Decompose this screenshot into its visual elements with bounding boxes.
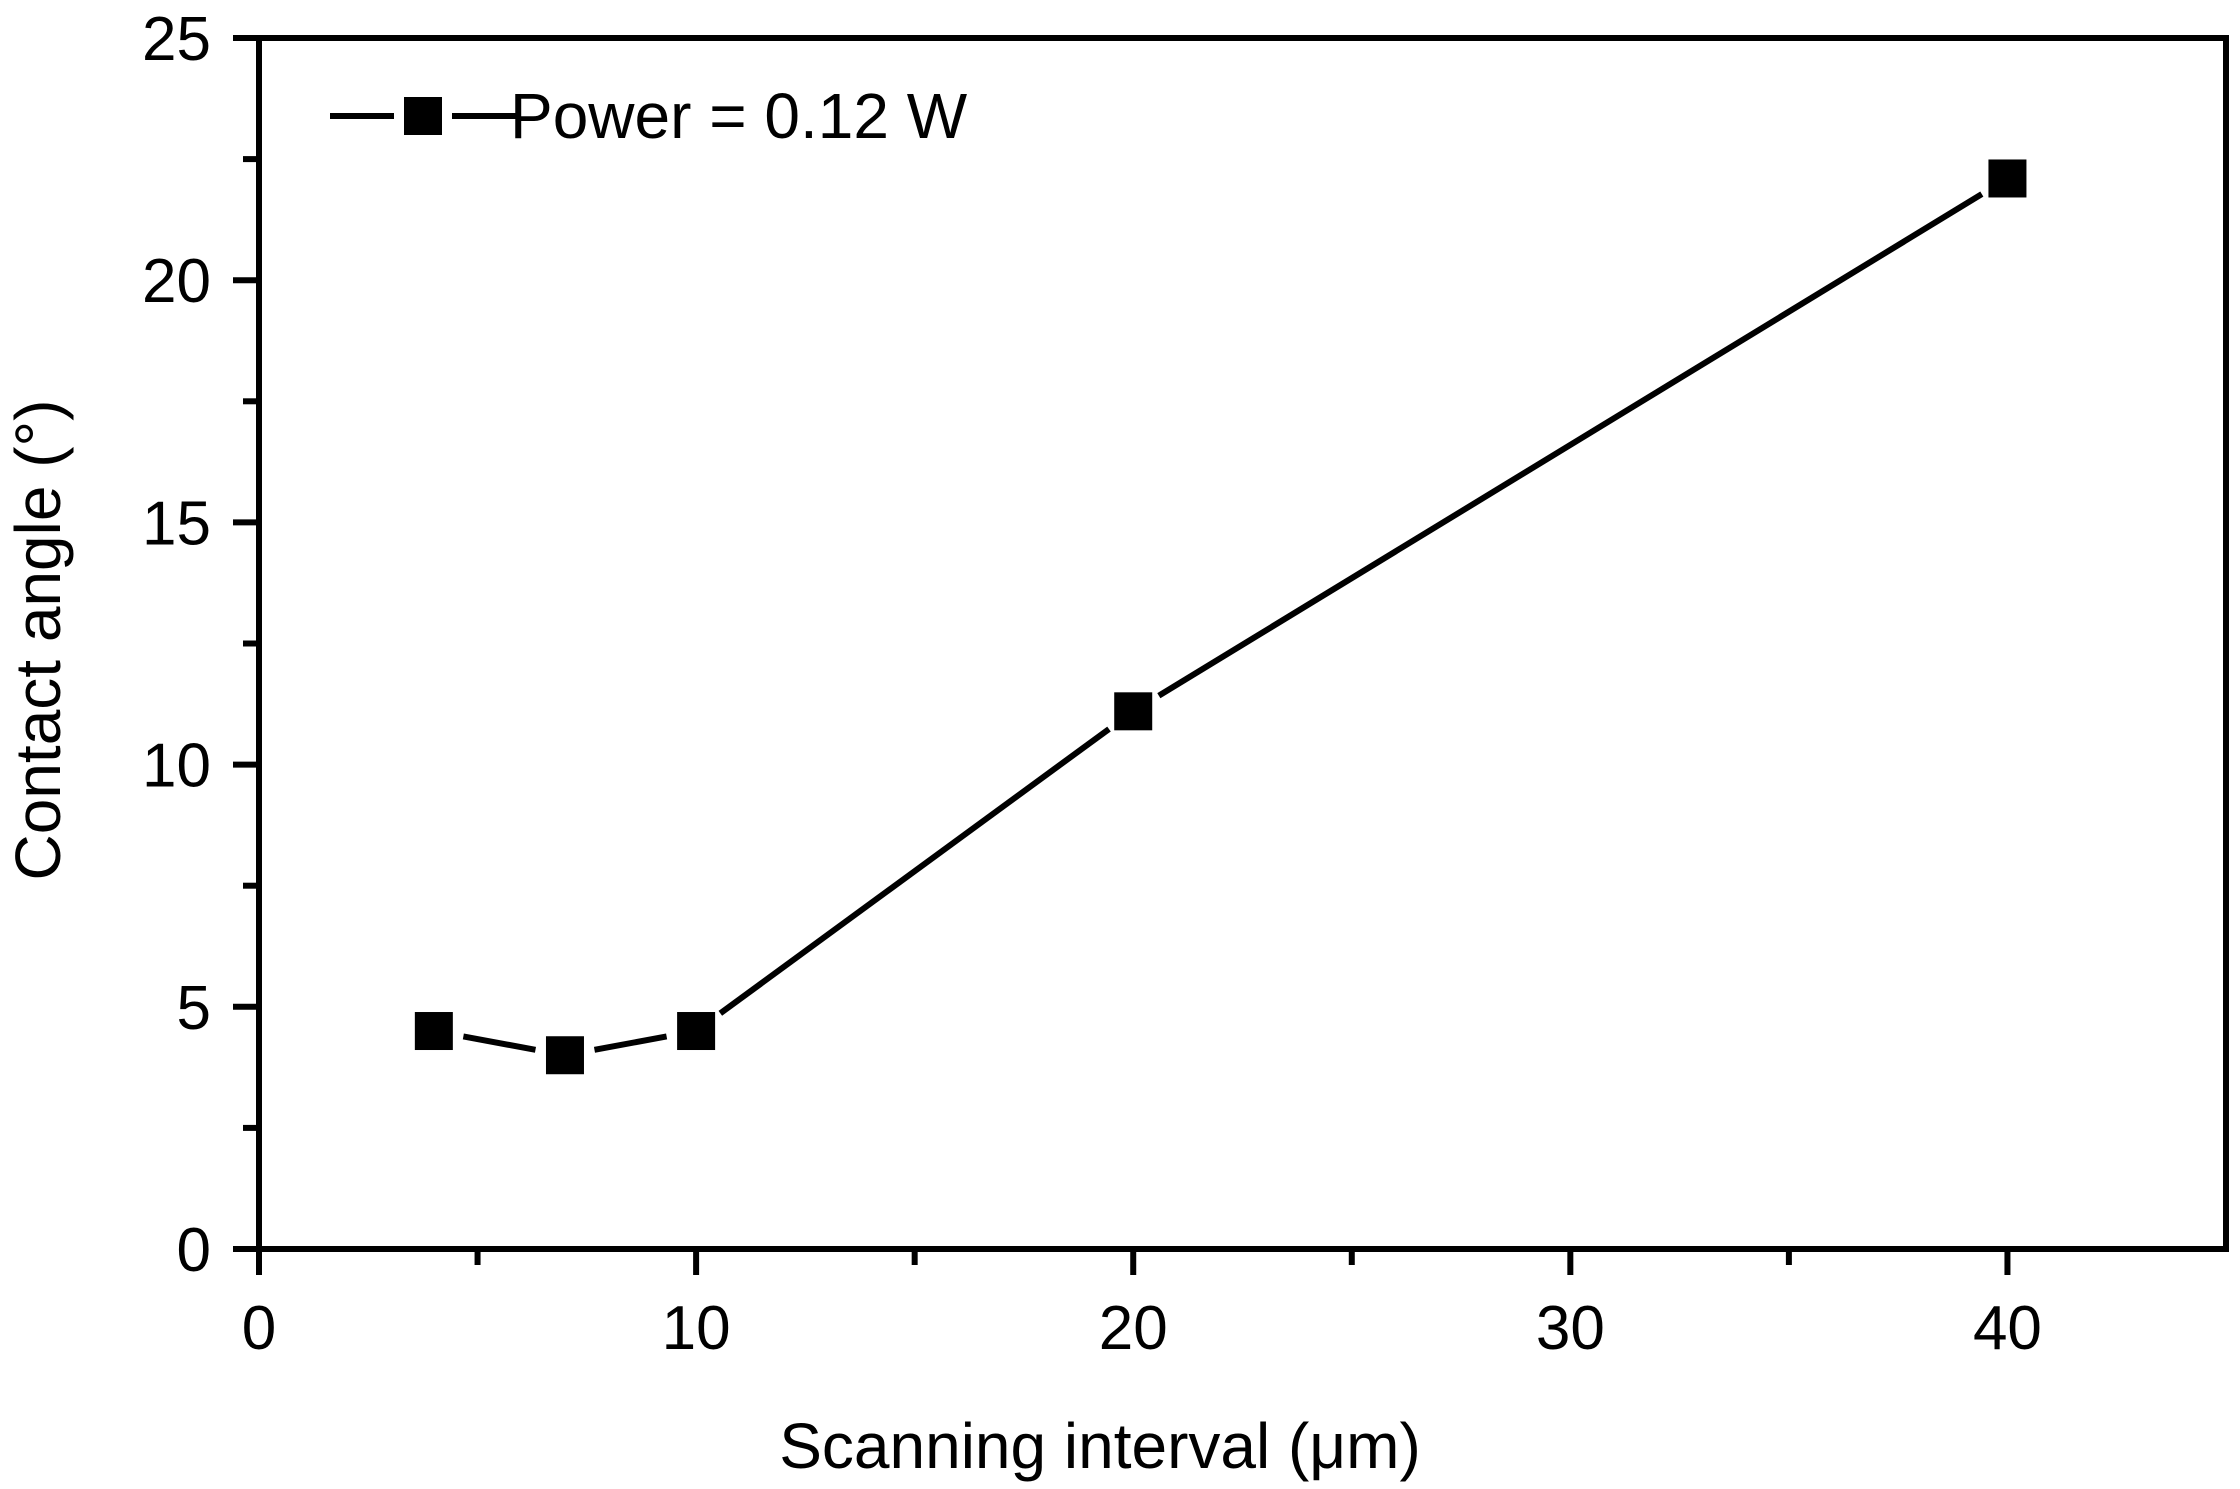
x-tick-label: 0 — [242, 1294, 276, 1363]
series-line-segment — [462, 1033, 537, 1053]
x-tick-label: 10 — [662, 1294, 731, 1363]
legend-label: Power = 0.12 W — [510, 80, 968, 152]
axis-ticks-group: 0 10 20 30 40 0 5 10 15 20 25 — [142, 5, 2042, 1363]
y-tick-label: 15 — [142, 489, 211, 558]
x-tick-label: 30 — [1536, 1294, 1605, 1363]
y-tick-label: 5 — [177, 974, 211, 1043]
series-group — [414, 159, 2027, 1075]
data-point-marker — [677, 1012, 716, 1051]
legend: Power = 0.12 W — [330, 80, 968, 152]
data-point-marker — [1114, 692, 1153, 731]
data-point-marker — [414, 1012, 453, 1051]
data-point-marker — [1988, 159, 2027, 198]
y-tick-label: 10 — [142, 732, 211, 801]
y-tick-label: 0 — [177, 1216, 211, 1285]
data-point-marker — [545, 1036, 584, 1075]
series-line-segment — [718, 726, 1111, 1016]
x-tick-label: 20 — [1099, 1294, 1168, 1363]
x-axis-title: Scanning interval (μm) — [779, 1410, 1421, 1482]
y-tick-label: 25 — [142, 5, 211, 74]
series-line-segment — [1157, 191, 1984, 699]
legend-marker — [404, 97, 442, 135]
series-line-segment — [593, 1033, 668, 1053]
y-tick-label: 20 — [142, 247, 211, 316]
y-axis-title: Contact angle (°) — [2, 400, 74, 881]
x-tick-label: 40 — [1973, 1294, 2042, 1363]
